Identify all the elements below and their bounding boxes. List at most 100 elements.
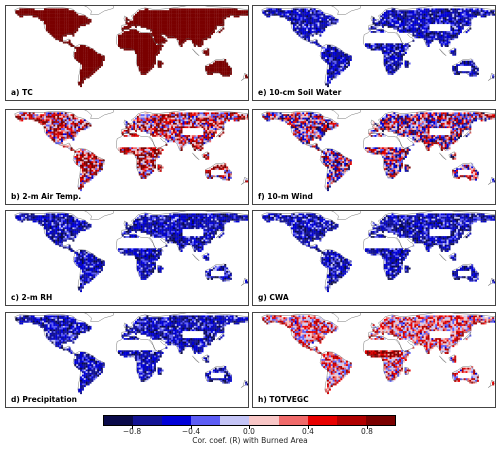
coastline <box>192 48 200 56</box>
map-cell <box>142 220 145 223</box>
map-cell <box>148 117 151 120</box>
map-cell <box>193 135 196 138</box>
map-cell <box>190 17 193 20</box>
map-cell <box>150 131 153 134</box>
map-cell <box>188 216 191 219</box>
map-cell <box>157 15 160 18</box>
map-cell <box>205 241 208 244</box>
map-cell <box>163 17 166 20</box>
map-cell <box>140 59 143 61</box>
map-cell <box>61 215 63 218</box>
map-cell <box>76 57 79 60</box>
map-cell <box>220 69 223 72</box>
map-cell <box>74 230 77 233</box>
map-cell <box>154 38 156 41</box>
map-cell <box>214 119 217 122</box>
map-cell <box>218 218 221 221</box>
map-cell <box>148 140 151 143</box>
map-cell <box>157 145 160 148</box>
map-cell <box>57 25 60 28</box>
map-cell <box>125 34 128 37</box>
map-cell <box>148 48 151 51</box>
map-cell <box>212 10 215 13</box>
map-cell <box>161 20 164 23</box>
map-cell <box>197 147 200 150</box>
map-cell <box>152 218 155 221</box>
map-cell <box>68 114 71 117</box>
map-cell <box>47 17 50 20</box>
map-cell <box>159 166 162 169</box>
map-cell <box>152 220 155 223</box>
map-cell <box>102 57 105 60</box>
map-cell <box>176 18 179 21</box>
map-cell <box>199 34 202 37</box>
map-cell <box>150 41 153 44</box>
map-cell <box>150 150 153 153</box>
map-cell <box>51 121 54 124</box>
map-cell <box>45 22 48 25</box>
map-cell <box>212 11 215 14</box>
map-cell <box>142 168 145 171</box>
map-cell <box>173 234 175 237</box>
map-cell <box>80 220 82 223</box>
map-cell <box>159 17 162 20</box>
map-cell <box>173 220 175 223</box>
map-cell <box>68 229 71 232</box>
map-cell <box>152 143 155 146</box>
map-cell <box>220 17 223 20</box>
map-cell <box>74 20 77 23</box>
map-cell <box>91 64 94 67</box>
map-cell <box>78 223 81 226</box>
map-cell <box>224 17 227 20</box>
map-cell <box>199 114 202 117</box>
map-cell <box>184 13 187 16</box>
map-cell <box>85 169 88 172</box>
map-cell <box>171 10 174 13</box>
map-cell <box>231 213 234 216</box>
map-cell <box>205 156 208 158</box>
map-cell <box>59 15 62 18</box>
map-cell <box>95 164 98 167</box>
map-cell <box>61 225 63 228</box>
map-cell <box>180 145 183 148</box>
map-cell <box>201 230 204 233</box>
map-cell <box>159 32 162 35</box>
map-cell <box>140 57 143 60</box>
map-cell <box>193 10 196 13</box>
map-cell <box>49 230 52 233</box>
map-cell <box>157 225 160 228</box>
map-cell <box>180 126 183 129</box>
map-cell <box>180 133 183 136</box>
map-cell <box>70 117 73 120</box>
map-cell <box>66 122 69 125</box>
map-cell <box>157 241 160 244</box>
map-cell <box>243 115 246 118</box>
map-cell <box>144 121 147 124</box>
map-cell <box>197 143 200 146</box>
map-cell <box>121 241 124 244</box>
map-cell <box>83 72 86 75</box>
map-cell <box>142 173 145 176</box>
map-cell <box>207 213 210 216</box>
map-cell <box>136 223 139 226</box>
map-cell <box>53 34 56 37</box>
map-cell <box>123 241 126 244</box>
map-cell <box>193 241 196 244</box>
map-cell <box>152 53 155 56</box>
map-cell <box>83 78 86 81</box>
map-cell <box>144 25 147 28</box>
map-cell <box>190 135 193 138</box>
map-cell <box>184 220 187 223</box>
map-cell <box>85 52 88 54</box>
map-cell <box>216 60 219 63</box>
map-cell <box>83 178 86 181</box>
map-cell <box>83 156 86 158</box>
map-cell <box>150 50 153 53</box>
map-cell <box>32 115 35 118</box>
map-cell <box>197 140 200 143</box>
map-cell <box>171 122 174 125</box>
map-cell <box>80 71 82 74</box>
map-cell <box>83 50 86 53</box>
map-cell <box>186 31 189 34</box>
map-cell <box>152 145 155 148</box>
